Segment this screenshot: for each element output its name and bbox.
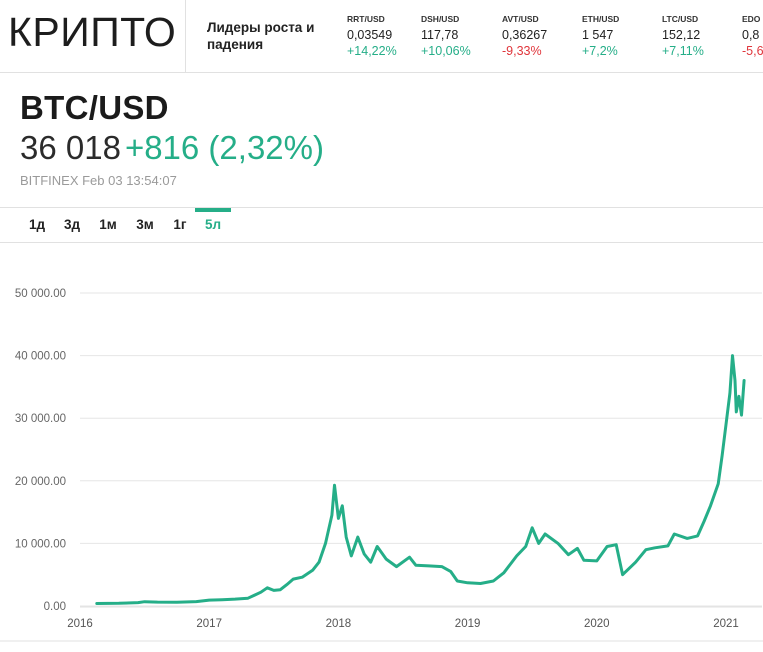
ticker-item[interactable]: EDO 0,8 -5,6 [742,14,763,58]
current-price: 36 018 [20,129,121,166]
ticker-change: +7,2% [582,44,618,58]
tab-1d[interactable]: 1д [28,217,46,232]
ticker-symbol: EDO [742,14,761,24]
period-tabs: 1д 3д 1м 3м 1г 5л [0,208,763,242]
divider [0,242,763,243]
active-tab-indicator [195,208,231,212]
y-tick-label: 50 000.00 [15,288,66,300]
price-change: +816 (2,32%) [124,129,324,166]
ticker-change: -9,33% [502,44,542,58]
tab-1y[interactable]: 1г [173,217,187,232]
tab-1m[interactable]: 1м [99,217,117,232]
ticker-item[interactable]: AVT/USD 0,36267 -9,33% [502,14,578,58]
x-tick-label: 2020 [584,618,610,630]
x-tick-label: 2019 [455,618,481,630]
ticker-symbol: DSH/USD [421,14,460,24]
ticker-change: -5,6 [742,44,763,58]
y-tick-label: 20 000.00 [15,476,66,488]
ticker-price: 0,8 [742,28,760,42]
y-tick-label: 0.00 [44,601,66,613]
ticker-price: 117,78 [421,28,459,42]
ticker-item[interactable]: RRT/USD 0,03549 +14,22% [347,14,423,58]
x-tick-label: 2018 [326,618,352,630]
price-chart[interactable]: 0.00 10 000.00 20 000.00 30 000.00 40 000.00… [0,243,763,652]
price-series-line[interactable] [95,354,746,605]
y-tick-label: 10 000.00 [15,538,66,550]
x-tick-label: 2021 [713,618,739,630]
ticker-item[interactable]: DSH/USD 117,78 +10,06% [421,14,497,58]
ticker-change: +14,22% [347,44,397,58]
ticker-item[interactable]: LTC/USD 152,12 +7,11% [662,14,738,58]
price-chart-svg[interactable]: 0.00 10 000.00 20 000.00 30 000.00 40 000.00… [0,243,763,652]
tab-3d[interactable]: 3д [63,217,81,232]
divider [0,207,763,208]
y-tick-label: 40 000.00 [15,351,66,363]
source-timestamp: BITFINEX Feb 03 13:54:07 [20,173,177,188]
ticker-change: +10,06% [421,44,471,58]
ticker-symbol: LTC/USD [662,14,699,24]
x-tick-label: 2016 [67,618,93,630]
ticker-change: +7,11% [662,44,704,58]
brand-block[interactable]: КРИПТО [0,0,186,72]
top-bar: КРИПТО Лидеры роста и падения RRT/USD 0,… [0,0,763,73]
x-tick-label: 2017 [196,618,222,630]
ticker-symbol: ETH/USD [582,14,620,24]
ticker-symbol: AVT/USD [502,14,539,24]
ticker-symbol: RRT/USD [347,14,385,24]
ticker-price: 0,36267 [502,28,548,42]
price-line: 36 018 +816 (2,32%) [20,129,324,167]
leaders-label: Лидеры роста и падения [207,20,315,52]
brand-title[interactable]: КРИПТО [8,9,177,55]
ticker-price: 152,12 [662,28,701,42]
tab-3m[interactable]: 3м [136,217,154,232]
y-tick-label: 30 000.00 [15,413,66,425]
ticker-price: 1 547 [582,28,614,42]
ticker-price: 0,03549 [347,28,393,42]
pair-title: BTC/USD [20,89,169,126]
tab-5y[interactable]: 5л [204,217,222,232]
ticker-item[interactable]: ETH/USD 1 547 +7,2% [582,14,658,58]
